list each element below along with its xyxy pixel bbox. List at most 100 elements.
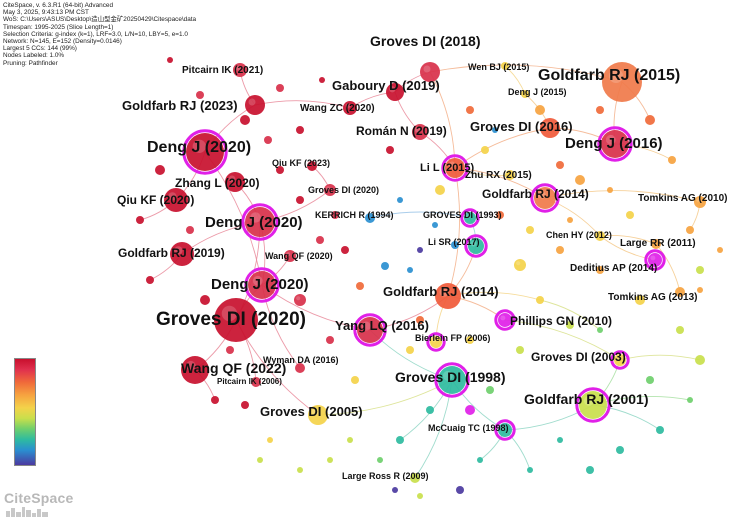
- cited-reference-node[interactable]: [438, 366, 466, 394]
- cited-reference-node[interactable]: [498, 313, 512, 327]
- network-node[interactable]: [492, 127, 498, 133]
- network-node[interactable]: [406, 346, 414, 354]
- cited-reference-node[interactable]: [251, 377, 261, 387]
- cited-reference-node[interactable]: [534, 187, 556, 209]
- cited-reference-node[interactable]: [245, 207, 275, 237]
- cited-reference-node[interactable]: [284, 250, 296, 262]
- network-node[interactable]: [635, 295, 645, 305]
- cited-reference-node[interactable]: [248, 271, 276, 299]
- network-node[interactable]: [516, 346, 524, 354]
- network-node[interactable]: [597, 327, 603, 333]
- cited-reference-node[interactable]: [601, 130, 629, 158]
- network-node[interactable]: [676, 326, 684, 334]
- cited-reference-node[interactable]: [579, 391, 607, 419]
- network-node[interactable]: [296, 126, 304, 134]
- cited-reference-node[interactable]: [540, 118, 560, 138]
- network-node[interactable]: [435, 185, 445, 195]
- network-node[interactable]: [526, 226, 534, 234]
- network-node[interactable]: [381, 262, 389, 270]
- network-node[interactable]: [267, 437, 273, 443]
- network-node[interactable]: [596, 106, 604, 114]
- cited-reference-node[interactable]: [233, 63, 247, 77]
- network-node[interactable]: [566, 321, 574, 329]
- cited-reference-node[interactable]: [357, 317, 383, 343]
- network-node[interactable]: [240, 115, 250, 125]
- cited-reference-node[interactable]: [365, 213, 375, 223]
- cited-reference-node[interactable]: [170, 242, 194, 266]
- network-node[interactable]: [347, 437, 353, 443]
- network-node[interactable]: [341, 246, 349, 254]
- network-node[interactable]: [668, 156, 676, 164]
- network-node[interactable]: [481, 146, 489, 154]
- network-node[interactable]: [146, 276, 154, 284]
- network-node[interactable]: [556, 246, 564, 254]
- cited-reference-node[interactable]: [295, 363, 305, 373]
- cited-reference-node[interactable]: [410, 473, 420, 483]
- network-node[interactable]: [477, 457, 483, 463]
- cited-reference-node[interactable]: [307, 161, 317, 171]
- cited-reference-node[interactable]: [245, 95, 265, 115]
- network-node[interactable]: [717, 247, 723, 253]
- network-node[interactable]: [616, 446, 624, 454]
- cited-reference-node[interactable]: [595, 231, 605, 241]
- network-node[interactable]: [392, 487, 398, 493]
- network-node[interactable]: [200, 295, 210, 305]
- cited-reference-node[interactable]: [464, 212, 476, 224]
- cited-reference-node[interactable]: [214, 298, 258, 342]
- cited-reference-node[interactable]: [521, 90, 529, 98]
- network-node[interactable]: [466, 336, 474, 344]
- cited-reference-node[interactable]: [505, 170, 515, 180]
- network-node[interactable]: [656, 426, 664, 434]
- cited-reference-node[interactable]: [430, 336, 442, 348]
- network-node[interactable]: [155, 165, 165, 175]
- network-node[interactable]: [575, 175, 585, 185]
- cited-reference-node[interactable]: [308, 405, 328, 425]
- network-node[interactable]: [377, 457, 383, 463]
- cited-reference-node[interactable]: [435, 283, 461, 309]
- network-node[interactable]: [264, 136, 272, 144]
- network-node[interactable]: [607, 187, 613, 193]
- network-node[interactable]: [416, 316, 424, 324]
- network-node[interactable]: [326, 336, 334, 344]
- network-node[interactable]: [527, 467, 533, 473]
- network-node[interactable]: [451, 241, 459, 249]
- cited-reference-node[interactable]: [386, 83, 404, 101]
- cited-reference-node[interactable]: [225, 172, 245, 192]
- network-node[interactable]: [356, 282, 364, 290]
- network-node[interactable]: [319, 77, 325, 83]
- network-node[interactable]: [486, 386, 494, 394]
- cited-reference-node[interactable]: [445, 158, 465, 178]
- network-node[interactable]: [417, 247, 423, 253]
- network-node[interactable]: [557, 437, 563, 443]
- network-node[interactable]: [496, 211, 504, 219]
- network-node[interactable]: [257, 457, 263, 463]
- network-node[interactable]: [535, 105, 545, 115]
- network-node[interactable]: [646, 376, 654, 384]
- cited-reference-node[interactable]: [675, 287, 685, 297]
- network-node[interactable]: [697, 287, 703, 293]
- network-node[interactable]: [241, 401, 249, 409]
- network-node[interactable]: [426, 406, 434, 414]
- cited-reference-node[interactable]: [420, 62, 440, 82]
- cited-reference-node[interactable]: [181, 356, 209, 384]
- network-node[interactable]: [465, 405, 475, 415]
- network-node[interactable]: [294, 294, 306, 306]
- cited-reference-node[interactable]: [324, 184, 336, 196]
- network-node[interactable]: [536, 296, 544, 304]
- network-node[interactable]: [296, 196, 304, 204]
- network-node[interactable]: [316, 236, 324, 244]
- network-node[interactable]: [351, 376, 359, 384]
- network-node[interactable]: [196, 91, 204, 99]
- network-node[interactable]: [432, 222, 438, 228]
- network-node[interactable]: [397, 197, 403, 203]
- network-node[interactable]: [417, 493, 423, 499]
- network-node[interactable]: [686, 226, 694, 234]
- cited-reference-node[interactable]: [186, 133, 224, 171]
- network-node[interactable]: [226, 346, 234, 354]
- network-node[interactable]: [211, 396, 219, 404]
- network-node[interactable]: [136, 216, 144, 224]
- network-node[interactable]: [466, 106, 474, 114]
- cited-reference-node[interactable]: [468, 238, 484, 254]
- cited-reference-node[interactable]: [694, 196, 706, 208]
- cited-reference-node[interactable]: [343, 101, 357, 115]
